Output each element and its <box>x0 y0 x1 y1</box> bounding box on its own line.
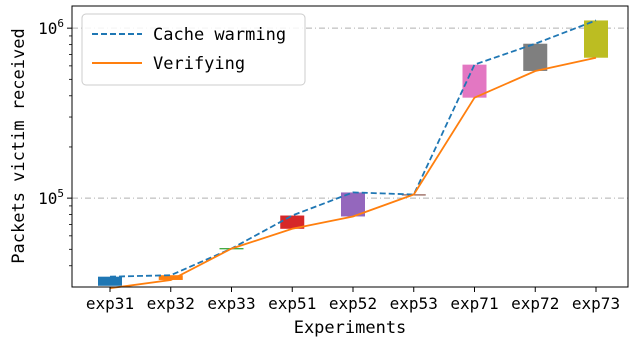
x-tick-label-exp33: exp33 <box>207 294 255 313</box>
x-tick-label-exp72: exp72 <box>511 294 559 313</box>
range-bar-exp31 <box>98 276 122 286</box>
x-axis-title: Experiments <box>294 318 407 338</box>
x-tick-label-exp53: exp53 <box>390 294 438 313</box>
range-bar-exp73 <box>584 20 608 58</box>
range-bars <box>98 20 608 286</box>
x-axis-ticks: exp31 exp32 exp33 exp51 exp52 exp53 exp71 exp72… <box>86 287 620 313</box>
series-line-0 <box>109 19 597 278</box>
x-tick-label-exp51: exp51 <box>268 294 316 313</box>
legend: Cache warming Verifying <box>81 13 306 86</box>
series-line-1 <box>109 56 597 290</box>
plot-area-frame <box>71 5 629 288</box>
range-bar-exp32 <box>158 275 183 280</box>
legend-frame <box>81 13 306 86</box>
y-axis-title: Packets victim received <box>9 28 29 263</box>
range-bar-exp72 <box>523 43 548 71</box>
x-tick-label-exp71: exp71 <box>450 294 498 313</box>
legend-label-verifying: Verifying <box>153 54 245 74</box>
y-axis-ticks: 105 106 <box>38 17 72 267</box>
range-bar-exp52 <box>341 192 365 217</box>
x-tick-label-exp73: exp73 <box>572 294 620 313</box>
x-tick-label-exp31: exp31 <box>86 294 134 313</box>
legend-label-cache-warming: Cache warming <box>153 25 286 45</box>
y-tick-label-1: 106 <box>38 17 64 38</box>
y-tick-label-0: 105 <box>38 187 64 208</box>
range-bar-exp71 <box>462 64 487 98</box>
x-tick-label-exp52: exp52 <box>329 294 377 313</box>
x-tick-label-exp32: exp32 <box>147 294 195 313</box>
series-lines <box>109 19 597 290</box>
